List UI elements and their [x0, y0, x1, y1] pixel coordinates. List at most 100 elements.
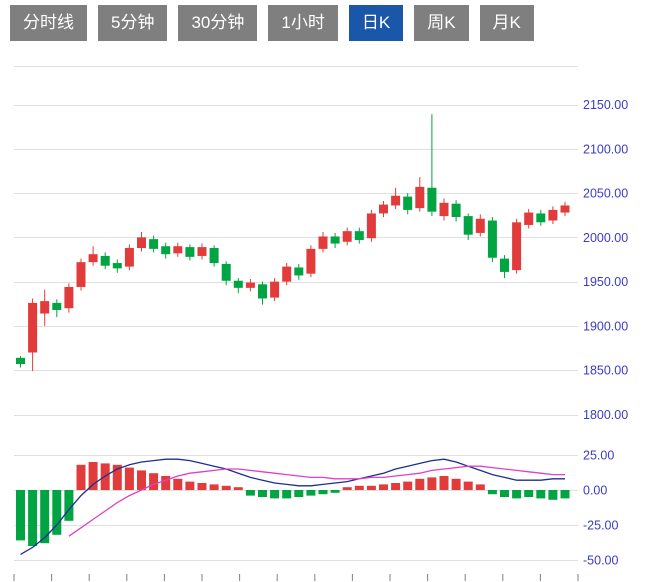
candlestick-series: [16, 114, 570, 372]
tab-timeshare[interactable]: 分时线: [10, 5, 87, 42]
candle-body: [354, 231, 364, 241]
macd-bar: [209, 484, 219, 490]
macd-bar: [124, 467, 134, 490]
macd-bar: [76, 464, 86, 490]
candle-body: [40, 301, 50, 314]
macd-bar: [391, 483, 401, 490]
macd-bar: [185, 481, 195, 490]
candle-body: [209, 247, 219, 264]
macd-axis-label: 0.00: [583, 484, 607, 498]
macd-bar: [415, 478, 425, 490]
candle-body: [318, 236, 328, 249]
candle-body: [137, 237, 146, 248]
candle-body: [112, 263, 122, 269]
macd-histogram: [16, 462, 570, 546]
candle-body: [342, 231, 352, 242]
macd-bar: [197, 483, 207, 490]
macd-bar: [330, 490, 340, 493]
candle-body: [16, 357, 25, 365]
tab-weekly-k[interactable]: 周K: [414, 5, 469, 42]
candle-body: [512, 222, 522, 271]
macd-bar: [282, 490, 292, 499]
price-axis-label: 1950.00: [583, 275, 628, 289]
timeframe-tabbar: 分时线 5分钟 30分钟 1小时 日K 周K 月K: [10, 5, 534, 42]
candle-body: [52, 302, 62, 310]
candle-body: [233, 280, 243, 288]
macd-bar: [524, 490, 534, 497]
candle-body: [439, 202, 449, 217]
gridlines: [14, 66, 578, 561]
candle-body: [366, 213, 376, 239]
candle-body: [463, 216, 473, 235]
candle-body: [379, 204, 388, 214]
tab-daily-k[interactable]: 日K: [348, 5, 404, 42]
candle-body: [475, 218, 485, 233]
macd-bar: [536, 490, 546, 499]
candle-body: [415, 186, 425, 209]
macd-bar: [161, 476, 171, 490]
macd-bar: [149, 473, 159, 490]
axis-labels: 2150.00 2100.00 2050.00 2000.00 1950.00 1900.…: [583, 98, 628, 568]
candle-body: [306, 248, 316, 274]
price-axis-label: 2150.00: [583, 98, 628, 112]
candle-body: [173, 246, 183, 254]
macd-bar: [318, 490, 328, 495]
macd-bar: [88, 462, 98, 490]
price-axis-label: 1800.00: [583, 408, 628, 422]
macd-bar: [560, 490, 570, 499]
candle-body: [487, 220, 497, 258]
macd-dif-line: [20, 458, 565, 555]
macd-bar: [354, 485, 364, 490]
candle-body: [161, 246, 171, 255]
macd-bar: [294, 490, 304, 497]
macd-bar: [28, 490, 38, 546]
macd-bar: [16, 490, 25, 541]
macd-dea-line: [68, 465, 565, 537]
candle-body: [524, 212, 534, 225]
candle-body: [88, 254, 98, 263]
candle-body: [403, 196, 413, 210]
tab-monthly-k[interactable]: 月K: [479, 5, 534, 42]
x-axis-ticks: [13, 574, 579, 581]
candle-body: [500, 258, 509, 272]
macd-bar: [451, 478, 461, 490]
macd-bar: [463, 481, 473, 490]
macd-bar: [366, 485, 376, 490]
macd-bar: [221, 485, 231, 490]
candle-body: [245, 282, 255, 288]
candle-body: [391, 195, 401, 206]
candle-body: [149, 239, 159, 249]
candle-body: [294, 267, 304, 276]
macd-bar: [40, 490, 50, 544]
macd-bar: [270, 490, 280, 499]
candle-body: [221, 263, 231, 281]
macd-bar: [342, 487, 352, 490]
candle-body: [282, 266, 292, 282]
candle-body: [427, 187, 437, 212]
macd-axis-label: -25.00: [583, 519, 618, 533]
macd-bar: [500, 490, 509, 497]
macd-bar: [439, 476, 449, 490]
macd-bar: [233, 487, 243, 490]
candle-body: [197, 247, 207, 256]
candle-body: [124, 247, 134, 267]
price-axis-label: 1850.00: [583, 364, 628, 378]
macd-bar: [52, 490, 62, 535]
tab-5min[interactable]: 5分钟: [98, 5, 168, 42]
candle-body: [330, 236, 340, 244]
macd-bar: [548, 490, 558, 500]
macd-bar: [306, 490, 316, 496]
macd-bar: [475, 484, 485, 490]
tab-1hour[interactable]: 1小时: [268, 5, 338, 42]
candle-body: [100, 255, 110, 266]
candle-body: [28, 302, 38, 353]
price-axis-label: 2050.00: [583, 187, 628, 201]
tab-30min[interactable]: 30分钟: [178, 5, 258, 42]
macd-bar: [379, 484, 388, 490]
candle-body: [185, 247, 195, 257]
candle-body: [76, 262, 86, 287]
price-axis-label: 2000.00: [583, 231, 628, 245]
macd-bar: [403, 481, 413, 490]
candle-body: [270, 281, 280, 298]
